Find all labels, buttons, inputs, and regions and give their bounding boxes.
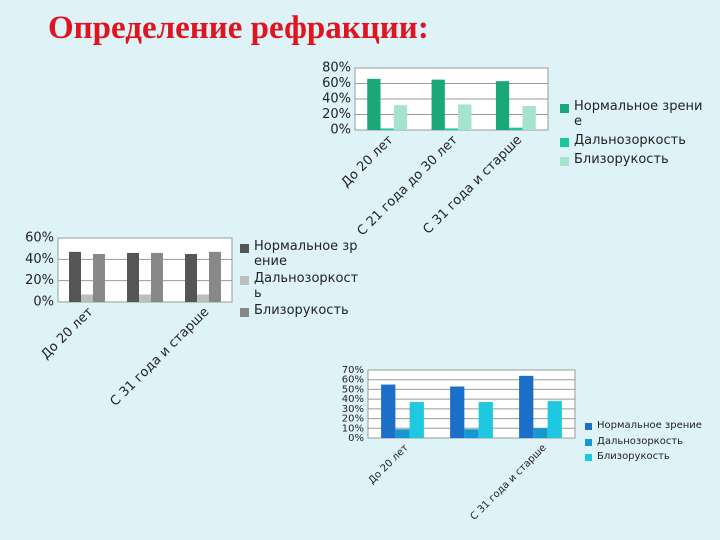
y-tick-label: 70% [342,365,364,376]
bar [393,105,408,130]
y-tick-label: 40% [342,394,364,405]
y-tick-label: 40% [322,92,351,107]
y-tick-label: 20% [322,107,351,122]
legend-item: Дальнозоркость [560,132,710,149]
bar [464,429,479,438]
legend-label: Нормальное зрение [574,99,703,129]
bar [395,429,410,438]
legend-item: Нормальное зрение [585,420,710,432]
legend-label: Близорукость [574,151,669,167]
bar [431,79,445,130]
bar [197,294,209,302]
bar [450,386,465,438]
y-tick-label: 20% [342,414,364,425]
legend-label: Дальнозоркость [597,435,684,447]
y-tick-label: 60% [25,231,54,246]
bar [478,402,493,438]
x-tick-label: С 31 года и старше [469,442,549,522]
legend-label: Дальнозоркость [254,270,359,301]
y-tick-label: 60% [342,375,364,386]
x-tick-label: До 20 лет [367,442,411,486]
bar [81,294,93,302]
legend-swatch [560,137,569,147]
legend-item: Нормальное зрение [240,239,360,270]
legend: Нормальное зрение Дальнозоркость Близоруко… [585,420,710,467]
y-tick-label: 0% [348,433,364,444]
legend-swatch [585,438,592,446]
bar [519,375,534,438]
legend-item: Близорукость [585,451,710,463]
plot-area [367,369,576,439]
bar [150,252,163,302]
legend-swatch [585,454,592,461]
legend-swatch [560,103,569,113]
legend-swatch [560,156,569,166]
y-tick-label: 30% [342,404,364,415]
legend-item: Близорукость [560,151,710,168]
legend-swatch [240,307,249,317]
x-tick-label: До 20 лет [38,304,96,362]
bar [69,251,82,302]
y-tick-label: 20% [25,273,54,288]
plot-area [57,237,233,303]
legend-swatch [585,423,592,430]
legend: Нормальное зрение Дальнозоркость Близоруко… [240,239,360,321]
bar [367,78,381,130]
legend-item: Близорукость [240,302,360,319]
bar [444,128,459,130]
bar [547,401,562,438]
bar [380,128,394,130]
legend-label: Дальнозоркость [574,132,686,148]
legend-swatch [240,275,249,285]
y-tick-label: 80% [322,61,351,76]
legend-label: Близорукость [254,302,349,318]
y-tick-label: 60% [322,76,351,91]
y-tick-label: 0% [33,295,54,310]
bar [495,81,510,130]
legend-label: Нормальное зрение [254,239,358,269]
bar [522,105,536,130]
bar [127,252,140,302]
legend-label: Близорукость [597,451,670,462]
bar [533,428,548,438]
x-tick-label: До 20 лет [339,132,397,190]
bar [208,251,221,302]
bar [509,127,523,130]
legend-item: Дальнозоркость [240,270,360,302]
legend: Нормальное зрение Дальнозоркость Близоруко… [560,99,710,172]
legend-label: Нормальное зрение [597,420,702,431]
y-tick-label: 10% [342,423,364,434]
bar [139,294,151,302]
x-tick-label: С 31 года и старше [108,305,213,410]
bar [458,104,472,130]
bar [92,254,105,302]
y-tick-label: 50% [342,384,364,395]
legend-swatch [240,243,249,253]
slide-title: Определение рефракции: [48,10,429,46]
bar [381,384,396,438]
y-tick-label: 40% [25,252,54,267]
bar [409,402,424,438]
legend-item: Нормальное зрение [560,99,710,130]
legend-item: Дальнозоркость [585,436,710,448]
bar [185,254,198,302]
y-tick-label: 0% [330,123,351,138]
